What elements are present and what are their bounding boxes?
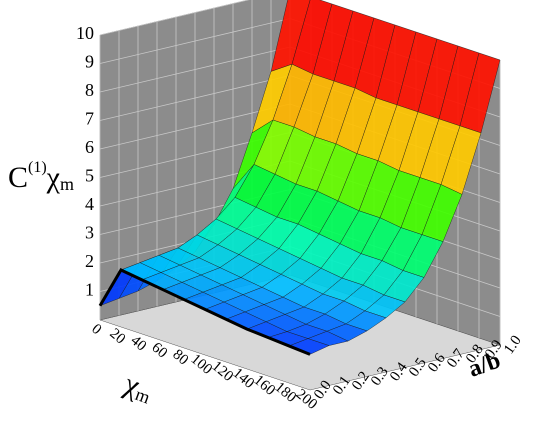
x-tick-label: 0 <box>88 321 104 338</box>
z-axis-title: C(1)χm <box>8 159 74 194</box>
z-tick-label: 5 <box>85 166 94 186</box>
z-title-sup: (1) <box>28 159 47 176</box>
x-tick-label: 20 <box>106 326 128 348</box>
z-tick-label: 10 <box>76 23 94 43</box>
z-title-base: C <box>8 161 28 194</box>
z-tick-label: 1 <box>85 280 94 300</box>
z-tick-label: 8 <box>85 80 94 100</box>
z-tick-label: 6 <box>85 137 94 157</box>
z-tick-label: 3 <box>85 223 94 243</box>
front-edge <box>98 268 311 356</box>
x-axis-title: χm <box>119 367 157 408</box>
surface <box>98 0 501 356</box>
y-tick-label: 1.0 <box>501 333 525 358</box>
x-tick-label: 80 <box>169 347 191 369</box>
x-tick-label: 40 <box>127 333 149 355</box>
z-title-main: χ <box>46 161 61 194</box>
x-title-sub: m <box>133 384 153 408</box>
z-tick-label: 7 <box>85 109 94 129</box>
x-tick-label: 60 <box>148 340 170 362</box>
z-tick-label: 2 <box>85 251 94 271</box>
z-tick-label: 4 <box>85 194 94 214</box>
z-title-sub: m <box>60 174 74 194</box>
z-tick-label: 9 <box>85 52 94 72</box>
